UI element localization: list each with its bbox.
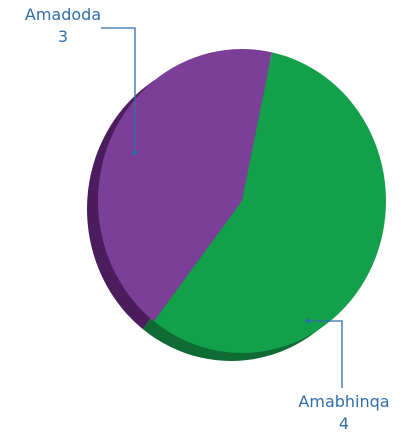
- pie-slice-amadoda[interactable]: [97, 48, 272, 322]
- slice-value-amabhinqa: 4: [339, 414, 349, 432]
- callout-amadoda: Amadoda 3: [25, 5, 138, 156]
- callout-amabhinqa: Amabhinqa 4: [298, 318, 390, 432]
- slice-label-amabhinqa: Amabhinqa: [298, 392, 389, 411]
- leader-line-amadoda: [101, 27, 136, 153]
- pie-slices: [97, 48, 386, 353]
- slice-label-amadoda: Amadoda: [25, 5, 101, 24]
- leader-line-amabhinqa: [308, 320, 343, 388]
- leader-dot-amadoda: [132, 150, 138, 156]
- pie-slice-amabhinqa[interactable]: [153, 52, 386, 353]
- leader-dot-amabhinqa: [305, 318, 311, 324]
- slice-value-amadoda: 3: [58, 27, 68, 46]
